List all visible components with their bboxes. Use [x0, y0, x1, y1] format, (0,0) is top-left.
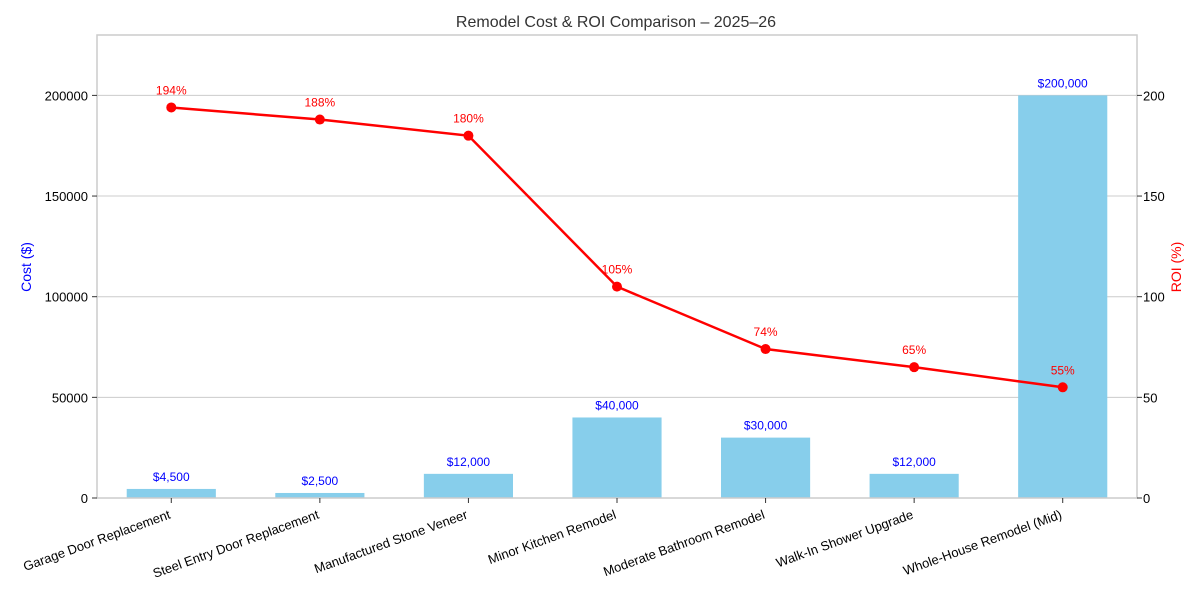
cost-value-label: $2,500	[302, 474, 339, 488]
cost-value-label: $30,000	[744, 419, 788, 433]
roi-point	[463, 130, 474, 141]
category-label: Minor Kitchen Remodel	[486, 507, 618, 567]
category-label: Moderate Bathroom Remodel	[601, 507, 766, 579]
category-label: Steel Entry Door Replacement	[151, 507, 321, 581]
chart-title: Remodel Cost & ROI Comparison – 2025–26	[456, 14, 776, 31]
cost-bar	[721, 437, 811, 498]
right-tick-label: 0	[1143, 491, 1150, 506]
roi-line	[171, 106, 1063, 389]
roi-value-label: 194%	[156, 83, 187, 97]
y-axis-title-cost: Cost ($)	[18, 242, 34, 292]
cost-bar	[126, 488, 216, 498]
roi-value-label: 65%	[902, 343, 926, 357]
cost-bar	[275, 492, 365, 498]
y-axis-title-roi: ROI (%)	[1168, 242, 1184, 293]
cost-bar	[423, 473, 513, 498]
right-tick-label: 150	[1143, 189, 1165, 204]
cost-bar	[572, 417, 662, 498]
category-label: Manufactured Stone Veneer	[312, 506, 470, 576]
cost-bar	[1018, 95, 1108, 499]
left-tick-label: 100000	[45, 290, 88, 305]
right-tick-label: 100	[1143, 290, 1165, 305]
roi-value-label: 105%	[602, 263, 633, 277]
data-labels: $4,500 $2,500 $12,000 $40,000 $30,000 $12,000…	[153, 76, 1088, 488]
left-tick-label: 200000	[45, 88, 88, 103]
left-tick-label: 50000	[52, 390, 88, 405]
roi-point	[760, 344, 771, 355]
roi-point	[314, 114, 325, 125]
cost-value-label: $12,000	[892, 455, 936, 469]
category-label: Whole-House Remodel (Mid)	[901, 507, 1064, 578]
roi-point	[612, 281, 622, 292]
cost-bar	[869, 473, 959, 498]
cost-value-label: $200,000	[1038, 76, 1088, 90]
roi-value-label: 55%	[1051, 363, 1075, 377]
left-tick-label: 0	[81, 491, 88, 506]
right-tick-label: 200	[1143, 88, 1165, 103]
roi-value-label: 188%	[305, 96, 336, 110]
roi-point	[909, 362, 920, 373]
roi-line-series	[166, 102, 1068, 393]
cost-value-label: $4,500	[153, 470, 190, 484]
cost-value-label: $12,000	[447, 455, 491, 469]
left-tick-label: 150000	[45, 189, 88, 204]
roi-point	[166, 102, 177, 113]
roi-value-label: 180%	[453, 112, 484, 126]
cost-value-label: $40,000	[595, 398, 639, 412]
right-tick-label: 50	[1143, 390, 1157, 405]
axis-ticks: 0 50000 100000 150000 200000 0 50 100 150 200	[45, 88, 1165, 506]
roi-point	[1057, 382, 1068, 393]
category-label: Garage Door Replacement	[21, 507, 172, 574]
cost-bars	[126, 95, 1108, 499]
category-label: Walk-In Shower Upgrade	[774, 507, 915, 571]
grid-lines	[97, 94, 1137, 398]
roi-value-label: 74%	[754, 325, 778, 339]
